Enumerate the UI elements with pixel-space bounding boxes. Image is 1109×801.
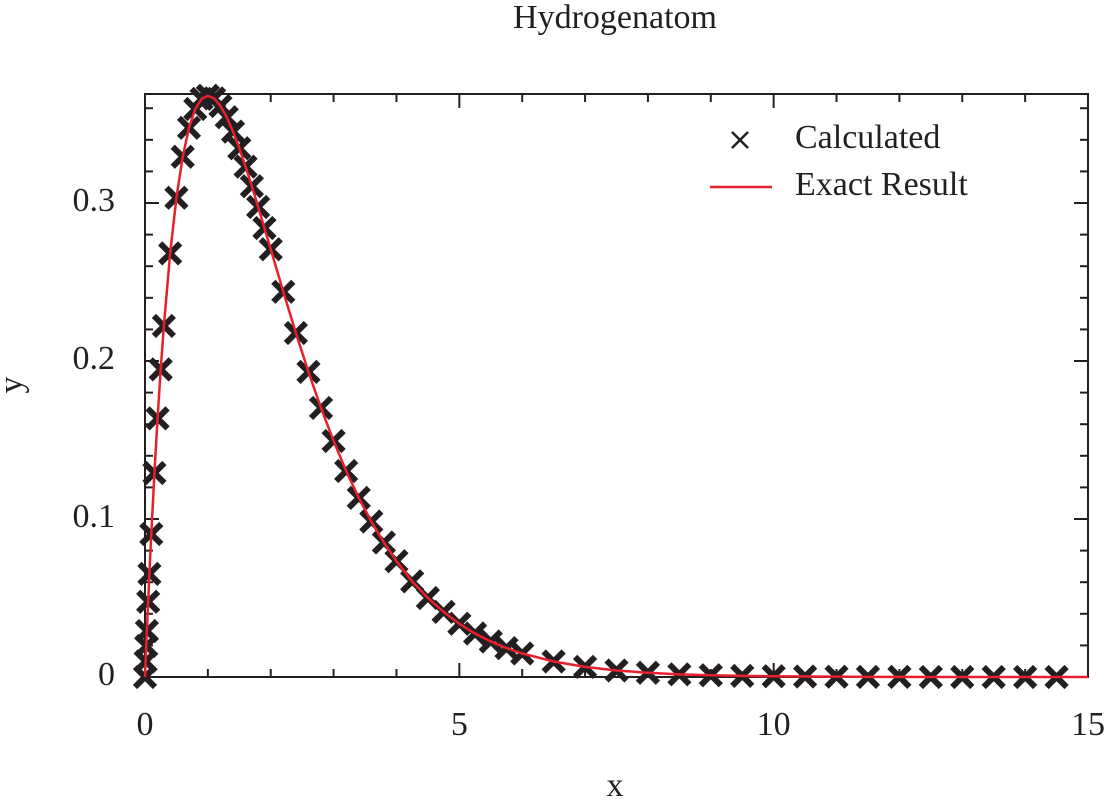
x-tick-label: 10	[757, 706, 791, 743]
legend-label: Exact Result	[795, 166, 968, 203]
x-axis-label: x	[607, 767, 624, 801]
y-tick-label: 0.3	[73, 182, 116, 219]
x-tick-label: 0	[137, 706, 154, 743]
legend-marker	[731, 131, 749, 149]
y-tick-label: 0.2	[73, 340, 116, 377]
plot-frame	[144, 93, 1089, 678]
chart-title: Hydrogenatom	[513, 0, 717, 36]
y-tick-label: 0	[98, 656, 115, 693]
x-tick-label: 5	[451, 706, 468, 743]
y-tick-label: 0.1	[73, 498, 116, 535]
marker-stroke	[731, 131, 749, 149]
legend-label: Calculated	[795, 119, 940, 156]
data-line	[143, 94, 1088, 679]
y-axis-label: y	[0, 377, 30, 394]
x-tick-label: 15	[1071, 706, 1105, 743]
